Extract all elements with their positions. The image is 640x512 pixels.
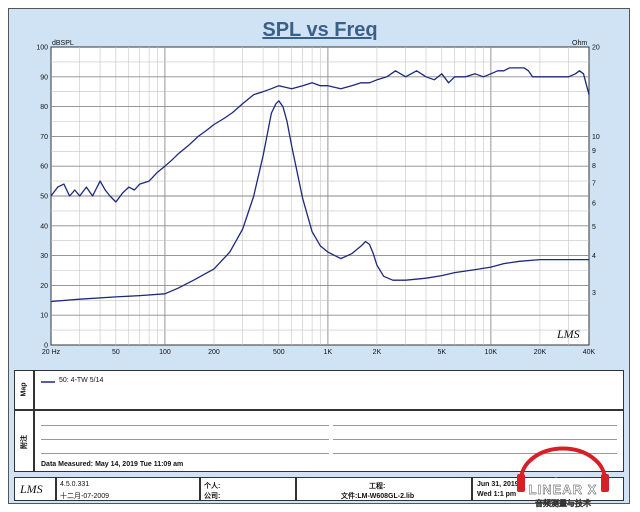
x-tick-label: 10K: [485, 349, 498, 356]
y-tick-label-right: 5: [592, 224, 596, 231]
footer-version: 4.5.0.331: [60, 481, 90, 488]
note-line: [41, 439, 329, 440]
note-line: [333, 439, 617, 440]
y-tick-label-left: 60: [40, 164, 48, 171]
footer-person-cell: 个人: 公司:: [200, 477, 296, 501]
y-tick-label-right: 8: [592, 163, 596, 170]
watermark-ear-right: [601, 474, 609, 492]
lms-plot-logo: LMS: [556, 327, 580, 341]
y-tick-label-right: 7: [592, 180, 596, 187]
x-tick-label: 20K: [534, 349, 547, 356]
watermark-url: www.linearx.com: [539, 478, 585, 484]
tick-labels: 0 10 20 30 40 50 60 70 80 90 100 3 4 5 6 7 8 9 10 20 20 Hz 50…: [36, 45, 600, 357]
x-tick-label: 40K: [583, 349, 596, 356]
x-tick-label: 2K: [373, 349, 382, 356]
y-tick-label-left: 90: [40, 74, 48, 81]
y-tick-label-left: 30: [40, 253, 48, 260]
grid-lines: [51, 47, 589, 345]
footer-date-2: Wed 1:1 pm: [477, 491, 517, 498]
footer-file-label: 文件:LM-W608GL-2.lib: [341, 493, 415, 500]
y-tick-label-left: 0: [44, 343, 48, 350]
y-axis-label-right: Ohm: [572, 40, 587, 47]
x-tick-label: 200: [208, 349, 220, 356]
y-tick-label-left: 40: [40, 223, 48, 230]
date-measured: Data Measured: May 14, 2019 Tue 11:09 am: [41, 461, 184, 468]
x-tick-label: 20 Hz: [42, 349, 61, 356]
y-tick-label-right: 4: [592, 253, 596, 260]
footer-lms-logo: LMS: [20, 482, 43, 496]
watermark-arc: [519, 446, 607, 481]
x-tick-label: 5K: [438, 349, 447, 356]
chart-title: SPL vs Freq: [262, 19, 377, 41]
footer-project-label: 工程:: [369, 483, 386, 490]
footer-date-1: Jun 31, 2019: [477, 481, 519, 488]
y-tick-label-left: 20: [40, 283, 48, 290]
x-tick-label: 50: [112, 349, 120, 356]
y-tick-label-left: 10: [40, 313, 48, 320]
notes-side-label: 附注: [21, 435, 28, 449]
y-axis-label-left: dBSPL: [52, 40, 74, 47]
watermark-chinese: 音频测量与技术: [535, 498, 591, 508]
legend-panel: 50: 4-TW 5/14: [34, 370, 624, 410]
y-tick-label-right: 10: [592, 134, 600, 141]
watermark-ear-left: [517, 474, 525, 492]
footer-version-cell: 4.5.0.331 十二月-07-2009: [56, 477, 200, 501]
footer-version-date: 十二月-07-2009: [60, 493, 110, 500]
legend-line-swatch: [41, 381, 55, 383]
map-side-label: Map: [20, 382, 28, 397]
note-line: [333, 425, 617, 426]
footer-date-cell: Jun 31, 2019 Wed 1:1 pm: [472, 477, 624, 501]
note-line: [41, 453, 329, 454]
map-side-panel: Map: [14, 370, 34, 410]
note-line: [41, 425, 329, 426]
y-tick-label-left: 80: [40, 104, 48, 111]
watermark-brand: LINEAR X: [529, 482, 598, 497]
footer-company-label: 公司:: [204, 493, 221, 500]
series-lines: [50, 67, 590, 303]
linearx-watermark: LINEAR X www.linearx.com 音频测量与技术: [517, 446, 609, 508]
y-tick-label-right: 3: [592, 290, 596, 297]
spl-curve: [50, 67, 590, 203]
y-tick-label-right: 9: [592, 148, 596, 155]
y-tick-label-right: 6: [592, 200, 596, 207]
footer-logo-cell: LMS: [14, 477, 56, 501]
y-tick-label-left: 70: [40, 134, 48, 141]
x-tick-label: 500: [273, 349, 285, 356]
impedance-curve: [50, 100, 589, 303]
y-tick-label-left: 100: [36, 45, 48, 52]
legend-entry: 50: 4-TW 5/14: [59, 377, 104, 384]
x-tick-label: 100: [159, 349, 171, 356]
footer-project-cell: 工程: 文件:LM-W608GL-2.lib: [296, 477, 472, 501]
y-tick-label-right: 20: [592, 45, 600, 52]
notes-panel: Data Measured: May 14, 2019 Tue 11:09 am: [34, 410, 624, 472]
note-line: [333, 453, 617, 454]
footer-person-label: 个人:: [204, 483, 221, 490]
x-tick-label: 1K: [324, 349, 333, 356]
y-tick-label-left: 50: [40, 194, 48, 201]
notes-side-panel: 附注: [14, 410, 34, 472]
